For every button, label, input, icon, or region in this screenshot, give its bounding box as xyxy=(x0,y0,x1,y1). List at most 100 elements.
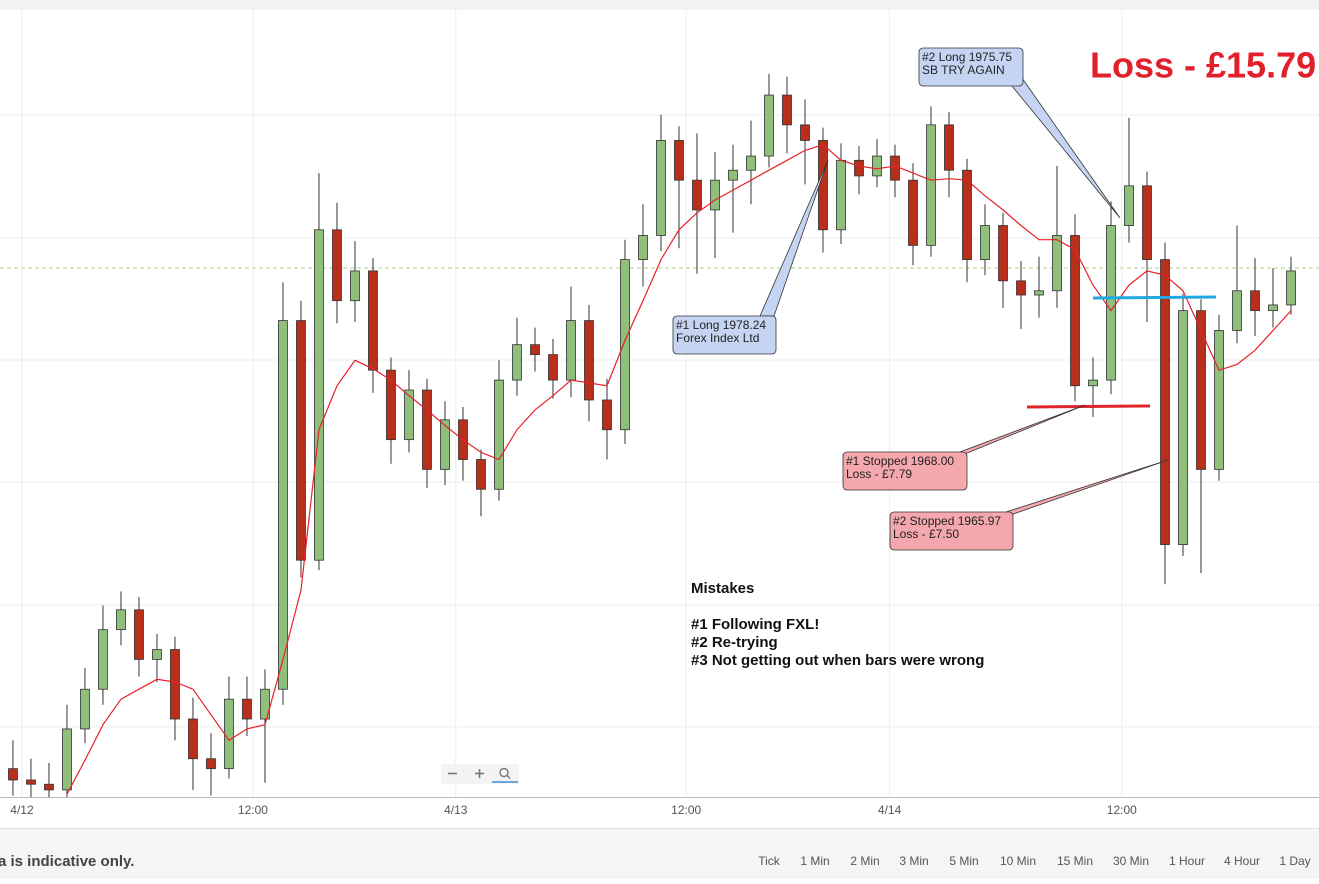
timeframe-button[interactable]: 30 Min xyxy=(1113,854,1149,868)
candle-body xyxy=(872,155,882,177)
timeframe-button[interactable]: 15 Min xyxy=(1057,854,1093,868)
headline: Loss - £15.79 xyxy=(1090,45,1316,86)
callout-text: #1 Stopped 1968.00 xyxy=(846,454,954,468)
zoom-reset[interactable] xyxy=(499,767,511,779)
candle-body xyxy=(62,728,72,791)
candle-body xyxy=(1106,225,1116,381)
callout-text: #2 Stopped 1965.97 xyxy=(893,514,1001,528)
callout-text: Forex Index Ltd xyxy=(676,331,759,345)
timeframe-button[interactable]: 1 Hour xyxy=(1169,854,1205,868)
candle-body xyxy=(638,235,648,260)
x-tick-label: 12:00 xyxy=(671,803,701,817)
candle-body xyxy=(728,169,738,181)
timeframe-button[interactable]: 10 Min xyxy=(1000,854,1036,868)
candle-body xyxy=(584,320,594,401)
candle-body xyxy=(314,229,324,561)
plot: 4/12 12:00 4/13 12:00 4/14 12:00 xyxy=(8,10,1296,817)
candle-body xyxy=(1142,185,1152,260)
callout-text: Loss - £7.79 xyxy=(846,467,912,481)
note-item: #2 Re-trying xyxy=(691,634,778,651)
timeframe-button[interactable]: 5 Min xyxy=(949,854,978,868)
timeframes: Tick 1 Min 2 Min 3 Min 5 Min 10 Min 15 Min 30 M… xyxy=(758,854,1310,868)
candle-body xyxy=(278,320,288,690)
entry-line xyxy=(1092,295,1217,300)
candle-body xyxy=(98,629,108,690)
notes: Mistakes #1 Following FXL! #2 Re-trying … xyxy=(691,580,984,669)
candle-body xyxy=(1178,310,1188,545)
candle-body xyxy=(206,758,216,770)
x-tick-label: 4/13 xyxy=(444,803,468,817)
candle-body xyxy=(80,688,90,730)
candle-body xyxy=(1052,235,1062,292)
timeframe-button[interactable]: 2 Min xyxy=(850,854,879,868)
candle-body xyxy=(566,320,576,381)
candle-body xyxy=(422,389,432,470)
candle-body xyxy=(692,179,702,211)
candle-body xyxy=(836,159,846,231)
candle-body xyxy=(296,320,306,561)
x-tick-label: 4/12 xyxy=(10,803,34,817)
timeframe-button[interactable]: 3 Min xyxy=(899,854,928,868)
candle-body xyxy=(44,783,54,791)
candle-body xyxy=(476,459,486,490)
note-item: #3 Not getting out when bars were wrong xyxy=(691,652,984,669)
candle-body xyxy=(170,649,180,720)
candle-body xyxy=(926,124,936,246)
candle-body xyxy=(1160,259,1170,545)
notes-title: Mistakes xyxy=(691,580,754,597)
callout-box xyxy=(918,47,1024,87)
timeframe-button[interactable]: 1 Day xyxy=(1279,854,1310,868)
candle-body xyxy=(242,698,252,720)
candle-body xyxy=(512,344,522,381)
callout-pointer xyxy=(995,459,1169,521)
candle-body xyxy=(1286,270,1296,306)
candle-body xyxy=(800,124,810,141)
stop-line xyxy=(1026,404,1151,409)
callout-box xyxy=(672,315,777,355)
timeframe-button[interactable]: Tick xyxy=(758,854,781,868)
candle-body xyxy=(188,718,198,760)
candle-body xyxy=(1268,304,1278,312)
callout-text: #1 Long 1978.24 xyxy=(676,318,766,332)
x-tick-label: 12:00 xyxy=(1107,803,1137,817)
candle-body xyxy=(962,169,972,260)
candle-body xyxy=(1088,379,1098,387)
candle-body xyxy=(782,94,792,126)
candle-body xyxy=(548,354,558,381)
zoom-in[interactable] xyxy=(475,769,484,778)
candle-body xyxy=(890,155,900,181)
candle-body xyxy=(1124,185,1134,226)
moving-average xyxy=(66,144,1292,795)
callout-text: #2 Long 1975.75 xyxy=(922,50,1012,64)
candle-body xyxy=(494,379,504,490)
candle-body xyxy=(332,229,342,302)
candle-body xyxy=(620,259,630,431)
callout-text: SB TRY AGAIN xyxy=(922,63,1005,77)
candle-body xyxy=(440,419,450,470)
candle-body xyxy=(1034,290,1044,296)
candle-body xyxy=(602,399,612,431)
callout-text: Loss - £7.50 xyxy=(893,527,959,541)
timeframe-button[interactable]: 1 Min xyxy=(800,854,829,868)
candle-body xyxy=(26,779,36,785)
callout-pointer xyxy=(949,404,1086,461)
candle-body xyxy=(386,369,396,441)
candle-body xyxy=(8,768,18,781)
x-tick-label: 4/14 xyxy=(878,803,902,817)
candle-body xyxy=(530,344,540,355)
footer-band xyxy=(0,828,1319,879)
timeframe-button[interactable]: 4 Hour xyxy=(1224,854,1260,868)
candle-body xyxy=(116,609,126,631)
candle-body xyxy=(1016,280,1026,296)
candle-body xyxy=(818,140,828,231)
candle-body xyxy=(1196,310,1206,470)
candle-body xyxy=(224,698,234,770)
candle-body xyxy=(1214,330,1224,470)
candle-body xyxy=(368,270,378,371)
callout-box xyxy=(842,451,968,491)
candle-body xyxy=(1250,290,1260,312)
